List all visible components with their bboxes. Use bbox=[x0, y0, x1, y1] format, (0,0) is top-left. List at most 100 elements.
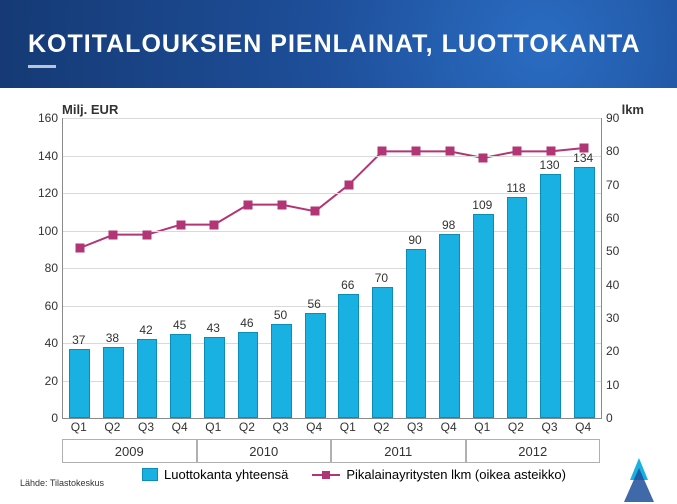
line-marker bbox=[75, 244, 84, 253]
x-tick-label: Q2 bbox=[232, 420, 262, 434]
y-axis-left-title: Milj. EUR bbox=[62, 102, 118, 117]
bar bbox=[439, 234, 460, 418]
bar-value-label: 98 bbox=[434, 218, 464, 232]
chart-container: Milj. EUR lkm Luottokanta yhteensä Pikal… bbox=[20, 96, 660, 504]
y-right-tick-label: 90 bbox=[606, 111, 636, 125]
bar bbox=[103, 347, 124, 418]
x-tick-label: Q3 bbox=[266, 420, 296, 434]
line-marker bbox=[176, 220, 185, 229]
x-tick-label: Q1 bbox=[64, 420, 94, 434]
bar-value-label: 45 bbox=[165, 318, 195, 332]
legend-line-label: Pikalainayritysten lkm (oikea asteikko) bbox=[346, 467, 566, 482]
line-marker bbox=[546, 147, 555, 156]
line-marker bbox=[412, 147, 421, 156]
y-left-tick-label: 140 bbox=[24, 149, 58, 163]
y-left-tick-label: 60 bbox=[24, 299, 58, 313]
x-tick-label: Q2 bbox=[501, 420, 531, 434]
bar-swatch-icon bbox=[142, 468, 158, 481]
x-tick-label: Q3 bbox=[131, 420, 161, 434]
plot-area bbox=[62, 118, 602, 419]
bar bbox=[507, 197, 528, 418]
x-tick-label: Q1 bbox=[467, 420, 497, 434]
legend-item-bars: Luottokanta yhteensä bbox=[142, 467, 288, 482]
bar-value-label: 130 bbox=[535, 158, 565, 172]
year-band: 2009 bbox=[62, 439, 197, 463]
line-marker bbox=[143, 230, 152, 239]
source-note: Lähde: Tilastokeskus bbox=[20, 478, 104, 488]
y-right-tick-label: 70 bbox=[606, 178, 636, 192]
y-left-tick-label: 120 bbox=[24, 186, 58, 200]
line-marker bbox=[277, 200, 286, 209]
x-tick-label: Q3 bbox=[400, 420, 430, 434]
bar bbox=[338, 294, 359, 418]
bar-value-label: 134 bbox=[568, 151, 598, 165]
legend-item-line: Pikalainayritysten lkm (oikea asteikko) bbox=[312, 467, 566, 482]
y-left-tick-label: 100 bbox=[24, 224, 58, 238]
legend-bars-label: Luottokanta yhteensä bbox=[164, 467, 288, 482]
line-marker bbox=[512, 147, 521, 156]
y-right-tick-label: 80 bbox=[606, 144, 636, 158]
bar-value-label: 109 bbox=[467, 198, 497, 212]
bar bbox=[170, 334, 191, 418]
year-band: 2012 bbox=[466, 439, 601, 463]
bar-value-label: 56 bbox=[299, 297, 329, 311]
line-swatch-icon bbox=[312, 471, 340, 479]
line-marker bbox=[378, 147, 387, 156]
x-tick-label: Q3 bbox=[535, 420, 565, 434]
bar bbox=[406, 249, 427, 418]
bar-value-label: 118 bbox=[501, 181, 531, 195]
legend: Luottokanta yhteensä Pikalainayritysten … bbox=[142, 467, 566, 482]
bar bbox=[372, 287, 393, 418]
y-right-tick-label: 0 bbox=[606, 411, 636, 425]
brand-logo-icon bbox=[622, 458, 656, 502]
bar-value-label: 43 bbox=[198, 321, 228, 335]
bar-value-label: 90 bbox=[400, 233, 430, 247]
bar bbox=[305, 313, 326, 418]
y-right-tick-label: 50 bbox=[606, 244, 636, 258]
y-left-tick-label: 80 bbox=[24, 261, 58, 275]
x-tick-label: Q4 bbox=[299, 420, 329, 434]
y-right-tick-label: 60 bbox=[606, 211, 636, 225]
y-left-tick-label: 0 bbox=[24, 411, 58, 425]
bar bbox=[540, 174, 561, 418]
line-marker bbox=[210, 220, 219, 229]
line-marker bbox=[109, 230, 118, 239]
bar-value-label: 50 bbox=[266, 308, 296, 322]
year-band: 2010 bbox=[197, 439, 332, 463]
bar bbox=[204, 337, 225, 418]
bar bbox=[574, 167, 595, 418]
bar-value-label: 70 bbox=[366, 271, 396, 285]
y-right-tick-label: 10 bbox=[606, 378, 636, 392]
bar-value-label: 38 bbox=[97, 331, 127, 345]
x-tick-label: Q1 bbox=[333, 420, 363, 434]
bar-value-label: 42 bbox=[131, 323, 161, 337]
line-marker bbox=[479, 154, 488, 163]
grid-line bbox=[63, 118, 601, 119]
page-title: KOTITALOUKSIEN PIENLAINAT, LUOTTOKANTA bbox=[28, 30, 649, 59]
bar bbox=[69, 349, 90, 418]
bar-value-label: 66 bbox=[333, 278, 363, 292]
line-marker bbox=[311, 207, 320, 216]
x-tick-label: Q4 bbox=[165, 420, 195, 434]
line-marker bbox=[445, 147, 454, 156]
bar bbox=[238, 332, 259, 418]
y-right-tick-label: 40 bbox=[606, 278, 636, 292]
slide-header: KOTITALOUKSIEN PIENLAINAT, LUOTTOKANTA bbox=[0, 0, 677, 88]
bar bbox=[473, 214, 494, 418]
bar-value-label: 37 bbox=[64, 333, 94, 347]
bar bbox=[271, 324, 292, 418]
y-right-tick-label: 20 bbox=[606, 344, 636, 358]
line-marker bbox=[344, 180, 353, 189]
x-tick-label: Q1 bbox=[198, 420, 228, 434]
title-underline bbox=[28, 65, 56, 68]
x-tick-label: Q4 bbox=[434, 420, 464, 434]
year-band: 2011 bbox=[331, 439, 466, 463]
y-left-tick-label: 40 bbox=[24, 336, 58, 350]
bar bbox=[137, 339, 158, 418]
x-tick-label: Q2 bbox=[97, 420, 127, 434]
x-tick-label: Q2 bbox=[366, 420, 396, 434]
y-left-tick-label: 160 bbox=[24, 111, 58, 125]
y-left-tick-label: 20 bbox=[24, 374, 58, 388]
line-marker bbox=[243, 200, 252, 209]
x-tick-label: Q4 bbox=[568, 420, 598, 434]
